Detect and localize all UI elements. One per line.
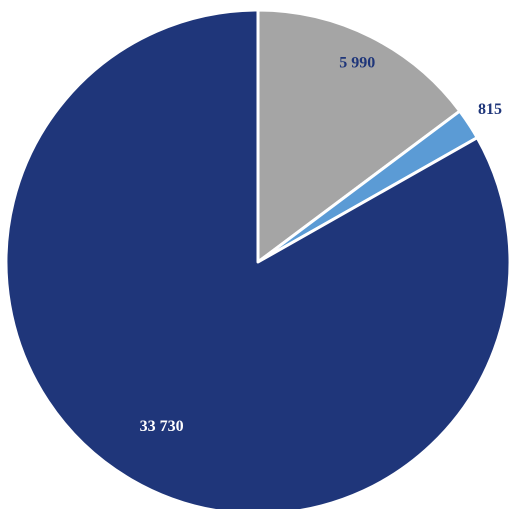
data-label: 815 <box>478 101 502 118</box>
data-label: 33 730 <box>140 418 184 435</box>
data-label: 5 990 <box>339 54 375 71</box>
pie-slice <box>4 8 509 509</box>
pie-slice <box>256 8 462 264</box>
